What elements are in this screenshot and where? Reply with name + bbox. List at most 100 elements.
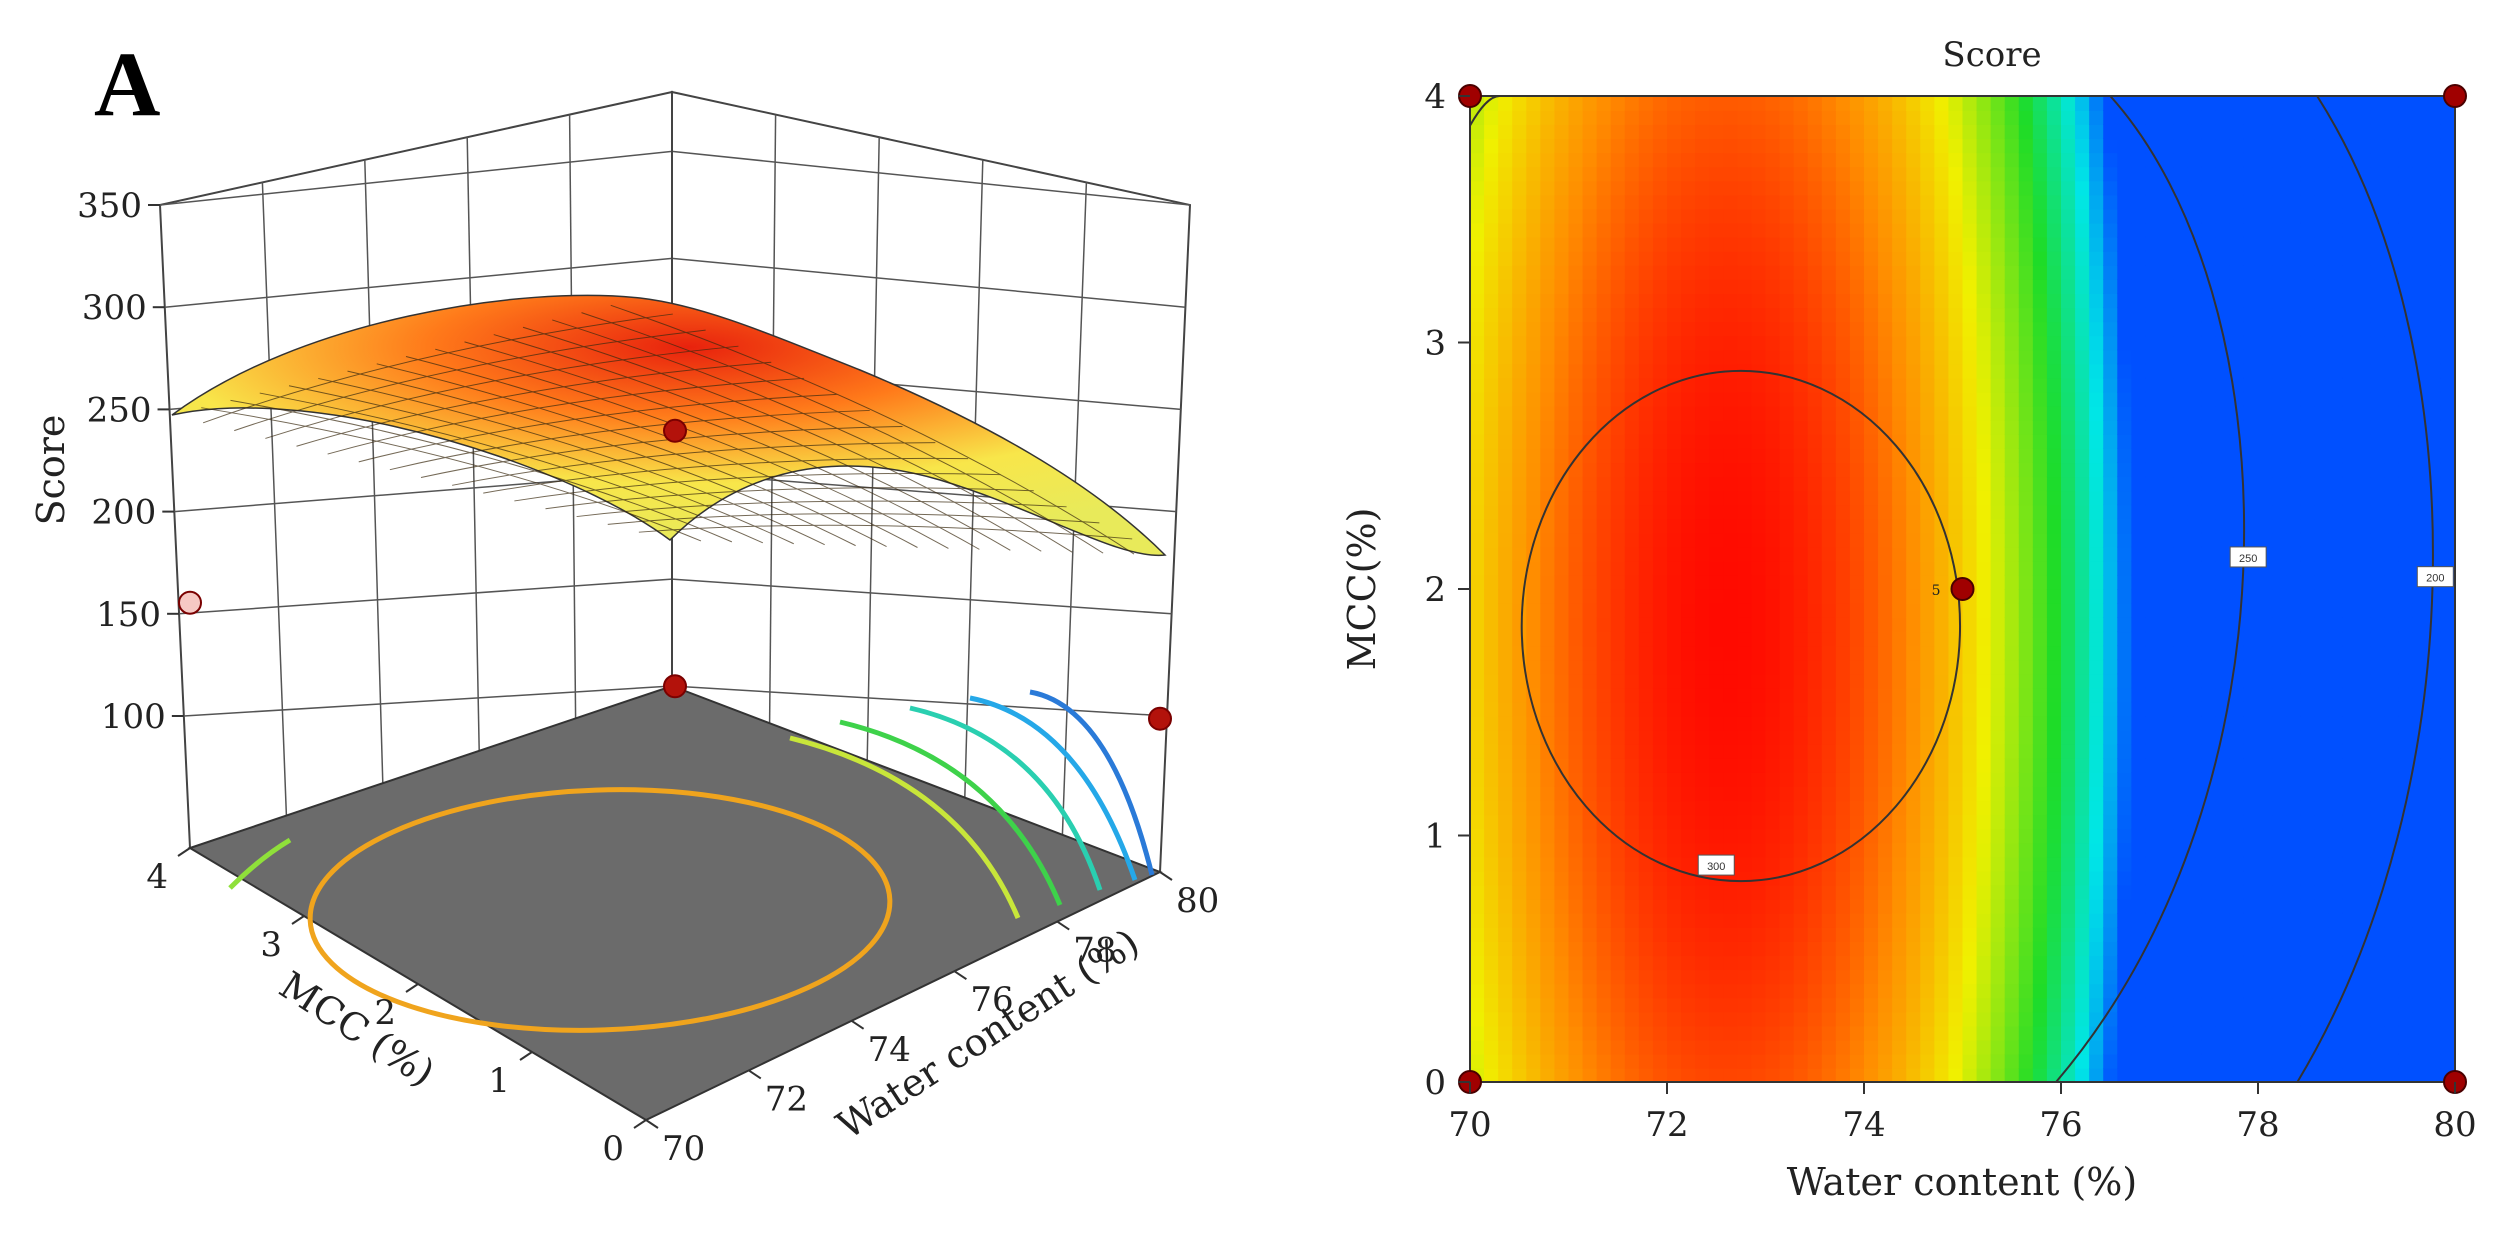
heat-cell — [1638, 222, 1654, 238]
heat-cell — [1484, 856, 1499, 872]
heat-cell — [2314, 391, 2330, 407]
heat-cell — [2145, 363, 2161, 379]
heat-cell — [1596, 236, 1612, 252]
heat-cell — [1709, 955, 1725, 971]
heat-cell — [1554, 490, 1570, 506]
heat-cell — [1470, 758, 1485, 773]
heat-cell — [2187, 603, 2203, 618]
heat-cell — [2243, 856, 2259, 872]
heat-cell — [1554, 701, 1570, 717]
heat-cell — [2286, 448, 2302, 464]
heat-cell — [1582, 532, 1598, 548]
heat-cell — [2243, 589, 2259, 604]
heat-cell — [2398, 1011, 2414, 1027]
heat-cell — [2032, 941, 2048, 957]
heat-cell — [2412, 729, 2428, 745]
surface-mesh-line — [296, 361, 772, 447]
heat-cell — [1976, 842, 1992, 858]
heat-cell — [1709, 1053, 1725, 1069]
heat-cell — [2018, 589, 2034, 604]
heat-cell — [1723, 729, 1739, 745]
heat-cell — [2103, 645, 2119, 661]
heat-cell — [1849, 941, 1865, 957]
heat-cell — [1652, 842, 1668, 858]
heat-cell — [2300, 631, 2316, 647]
heat-cell — [1864, 941, 1879, 957]
heat-cell — [1906, 363, 1922, 379]
heat-cell — [1864, 969, 1879, 985]
heat-cell — [2159, 687, 2175, 703]
heat-cell — [1737, 293, 1753, 309]
heat-cell — [1512, 124, 1528, 140]
heat-cell — [1554, 96, 1570, 111]
heat-cell — [1667, 955, 1682, 971]
heat-cell — [2426, 279, 2442, 294]
heat-cell — [1765, 772, 1781, 787]
heat-cell — [1976, 729, 1992, 745]
heat-cell — [1835, 152, 1851, 168]
heat-cell — [2356, 250, 2372, 266]
heat-cell — [1765, 729, 1781, 745]
heat-cell — [1554, 786, 1570, 802]
heat-cell — [1512, 814, 1528, 830]
heat-cell — [1765, 476, 1781, 492]
heat-cell — [1821, 152, 1837, 168]
heat-cell — [2384, 293, 2400, 309]
heat-cell — [2046, 546, 2062, 562]
heat-cell — [2272, 701, 2287, 717]
heat-cell — [1835, 673, 1851, 689]
heat-cell — [2046, 405, 2062, 421]
z-tick-label: 300 — [82, 288, 147, 328]
heat-cell — [2004, 363, 2020, 379]
heat-cell — [2384, 814, 2400, 830]
heat-cell — [2384, 715, 2400, 731]
heat-cell — [1906, 645, 1922, 661]
heat-cell — [1878, 743, 1893, 759]
heat-cell — [2342, 391, 2358, 407]
heat-cell — [1512, 180, 1528, 196]
heat-cell — [2145, 574, 2161, 590]
heat-cell — [1652, 377, 1668, 393]
heat-cell — [1892, 349, 1908, 365]
heat-cell — [1934, 828, 1950, 844]
heat-cell — [1652, 419, 1668, 435]
heat-cell — [2089, 138, 2105, 154]
heat-cell — [2145, 448, 2161, 464]
heat-cell — [2089, 631, 2105, 647]
heat-cell — [1835, 870, 1851, 886]
heat-cell — [2075, 194, 2090, 210]
heat-cell — [2384, 659, 2400, 675]
heat-cell — [2159, 983, 2175, 999]
heat-cell — [2384, 574, 2400, 590]
heat-cell — [1596, 391, 1612, 407]
heat-cell — [2229, 250, 2245, 266]
heat-cell — [1709, 250, 1725, 266]
heat-cell — [1821, 884, 1837, 900]
heat-cell — [1920, 419, 1936, 435]
heat-cell — [2342, 476, 2358, 492]
heat-cell — [1892, 842, 1908, 858]
heat-cell — [1540, 842, 1556, 858]
heat-cell — [2229, 166, 2245, 182]
heat-cell — [1526, 166, 1542, 182]
heat-cell — [2300, 927, 2316, 942]
heat-cell — [1934, 152, 1950, 168]
heat-cell — [2061, 969, 2076, 985]
heat-cell — [1990, 645, 2006, 661]
heat-cell — [2004, 758, 2020, 773]
heat-cell — [1540, 828, 1556, 844]
heat-cell — [2328, 349, 2344, 365]
heat-cell — [1695, 1025, 1711, 1041]
wall-gridline — [183, 685, 673, 717]
heat-cell — [1737, 1025, 1753, 1041]
heat-cell — [1484, 603, 1499, 618]
heat-cell — [2075, 701, 2090, 717]
heat-cell — [1793, 997, 1809, 1013]
heat-cell — [1920, 1039, 1936, 1055]
heat-cell — [2103, 180, 2119, 196]
heat-cell — [1990, 180, 2006, 196]
heat-cell — [2384, 645, 2400, 661]
heat-cell — [1920, 884, 1936, 900]
heat-cell — [2314, 983, 2330, 999]
heat-cell — [2258, 152, 2273, 168]
